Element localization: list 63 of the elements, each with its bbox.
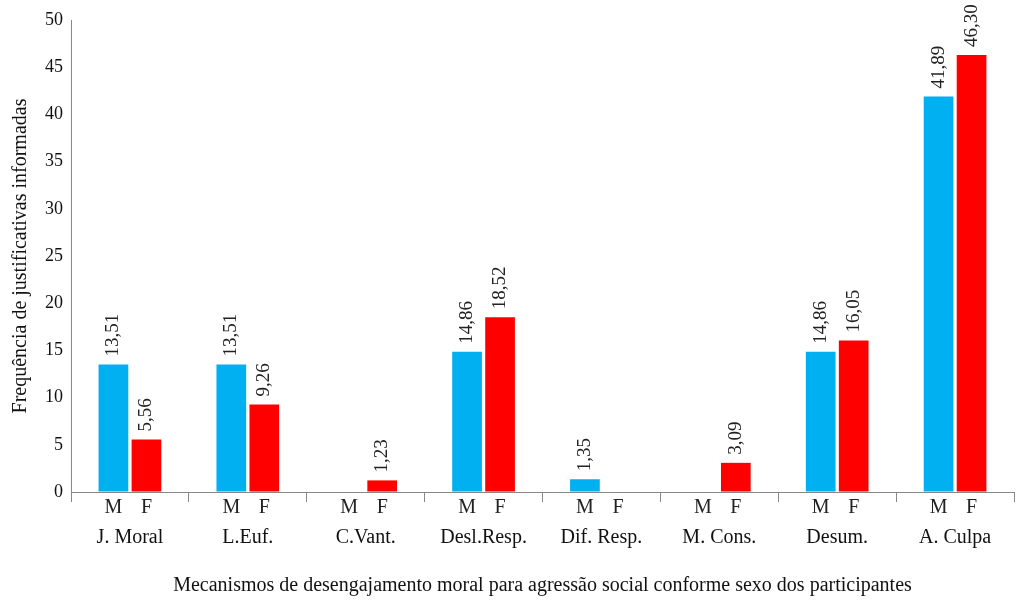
bar	[570, 479, 600, 492]
bar	[249, 404, 280, 492]
text: F	[376, 495, 388, 518]
x-axis-title: Mecanismos de desengajamento moral para agressão social conforme sexo dos participantes	[173, 573, 913, 597]
data-label: 41,89	[926, 45, 948, 89]
bar	[367, 480, 398, 492]
data-label: 14,86	[455, 300, 477, 344]
bar	[98, 364, 129, 492]
data-label: 3,09	[723, 421, 745, 455]
text: M	[811, 495, 830, 518]
text: M	[458, 495, 476, 518]
x-tick-label: J. Moral	[96, 525, 164, 548]
text: M	[576, 495, 594, 518]
y-tick-label: 40	[45, 103, 63, 124]
x-tick-label: C.Vant.	[335, 525, 396, 548]
y-tick-label: 20	[45, 291, 63, 312]
text: F	[258, 495, 270, 518]
x-tick-label: M. Cons.	[682, 525, 757, 548]
bar	[720, 462, 751, 492]
bar	[452, 351, 482, 492]
x-tick-label: Dif. Resp.	[560, 525, 643, 549]
data-label: 5,56	[134, 398, 156, 432]
y-tick-label: 5	[54, 433, 63, 454]
text: F	[730, 495, 742, 518]
series-label: F	[140, 495, 152, 518]
bar	[956, 54, 987, 492]
data-label: 13,51	[219, 313, 241, 357]
bar	[131, 439, 162, 492]
data-label: 9,26	[252, 363, 274, 397]
data-label: 46,30	[959, 4, 981, 47]
y-tick-label: 0	[54, 480, 63, 501]
x-tick-label: A. Culpa	[918, 525, 992, 549]
x-tick-label: Desl.Resp.	[440, 525, 527, 549]
y-tick-label: 50	[45, 8, 63, 29]
y-tick-label: 10	[45, 386, 63, 407]
y-tick-label: 30	[45, 197, 63, 218]
bar	[923, 96, 954, 492]
y-tick-label: 25	[45, 244, 63, 265]
bar	[838, 340, 869, 492]
text: M	[222, 495, 241, 518]
y-tick-label: 15	[45, 339, 63, 360]
series-label: M	[104, 495, 123, 518]
data-label: 16,05	[841, 289, 863, 333]
data-label: 1,35	[572, 438, 594, 472]
text: M	[340, 495, 359, 518]
data-label: 14,86	[808, 300, 830, 344]
text: M	[929, 495, 948, 518]
x-tick-label: L.Euf.	[222, 525, 274, 548]
text: F	[848, 495, 860, 518]
bar	[216, 364, 247, 492]
data-label: 13,51	[101, 313, 123, 357]
bar	[485, 317, 515, 492]
text: F	[612, 495, 624, 518]
text: M	[693, 495, 712, 518]
text: F	[494, 495, 506, 518]
data-label: 18,52	[488, 266, 510, 310]
data-label: 1,23	[370, 439, 392, 473]
bar	[805, 351, 836, 492]
y-tick-label: 35	[45, 150, 63, 171]
y-tick-label: 45	[45, 55, 63, 76]
y-axis-title: Frequência de justificativas informadas	[8, 98, 32, 414]
x-tick-label: Desum.	[806, 525, 869, 548]
text: F	[966, 495, 978, 518]
